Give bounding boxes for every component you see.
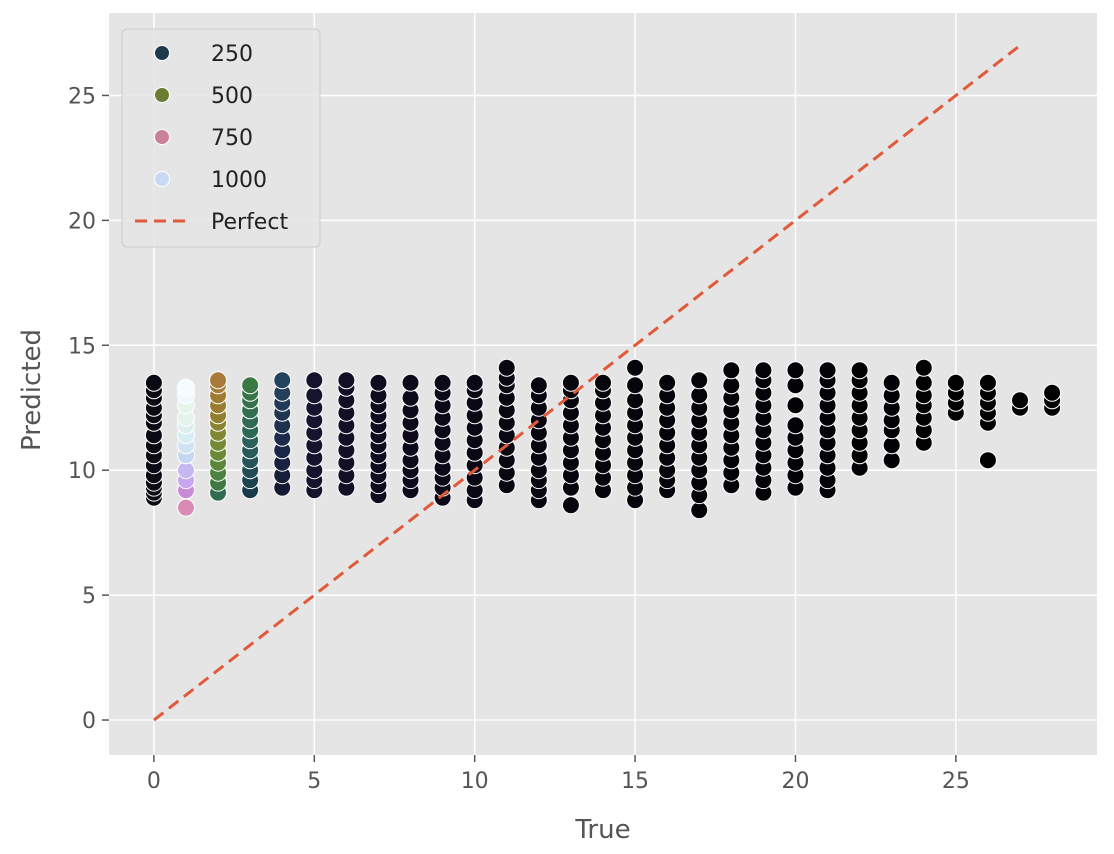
legend-marker xyxy=(154,171,170,187)
data-point xyxy=(690,501,709,520)
data-point xyxy=(722,361,741,380)
data-point xyxy=(209,371,228,390)
legend-marker xyxy=(154,87,170,103)
y-tick-label: 5 xyxy=(82,584,96,609)
legend-marker xyxy=(154,45,170,61)
data-point xyxy=(1011,391,1030,410)
legend-label: 1000 xyxy=(211,168,267,193)
data-point xyxy=(465,373,484,392)
legend: 250 500 750 1000 Perfect xyxy=(121,28,321,248)
x-tick-label: 10 xyxy=(461,769,489,794)
data-point xyxy=(241,376,260,395)
data-point xyxy=(176,498,195,517)
data-point xyxy=(176,461,195,480)
data-point xyxy=(305,386,324,405)
data-point xyxy=(1043,383,1062,402)
x-tick-label: 0 xyxy=(147,769,161,794)
data-point xyxy=(497,358,516,377)
data-point xyxy=(337,371,356,390)
data-point xyxy=(786,376,805,395)
y-tick-label: 20 xyxy=(68,209,96,234)
x-ticks: 0 5 10 15 20 25 xyxy=(147,755,970,794)
data-point xyxy=(978,373,997,392)
y-tick-label: 0 xyxy=(82,709,96,734)
data-point xyxy=(626,376,645,395)
legend-label: 750 xyxy=(211,126,253,151)
data-point xyxy=(401,373,420,392)
x-tick-label: 25 xyxy=(942,769,970,794)
data-point xyxy=(144,373,163,392)
data-point xyxy=(529,376,548,395)
data-point xyxy=(626,358,645,377)
perfect-line xyxy=(152,44,1021,722)
data-point xyxy=(273,371,292,390)
data-point xyxy=(176,378,195,397)
data-point xyxy=(754,361,773,380)
data-point xyxy=(561,373,580,392)
legend-marker xyxy=(154,129,170,145)
data-point xyxy=(786,396,805,415)
data-point xyxy=(978,451,997,470)
data-point xyxy=(882,373,901,392)
data-point xyxy=(914,358,933,377)
data-point xyxy=(882,436,901,455)
data-point xyxy=(946,373,965,392)
legend-label: 250 xyxy=(211,42,253,67)
y-tick-label: 25 xyxy=(68,84,96,109)
data-point xyxy=(626,391,645,410)
y-tick-label: 15 xyxy=(68,334,96,359)
data-point xyxy=(594,373,612,392)
x-tick-label: 20 xyxy=(781,769,809,794)
x-tick-label: 5 xyxy=(307,769,321,794)
data-point xyxy=(786,361,805,380)
data-point xyxy=(786,416,805,435)
x-axis-label: True xyxy=(574,815,630,845)
data-point xyxy=(690,386,709,405)
data-point xyxy=(722,376,741,395)
data-point xyxy=(818,361,837,380)
data-point xyxy=(305,371,324,390)
data-point xyxy=(882,451,901,470)
x-tick-label: 15 xyxy=(621,769,649,794)
legend-label: Perfect xyxy=(211,210,288,235)
scatter-points xyxy=(144,358,1062,520)
data-point xyxy=(561,496,580,515)
data-point xyxy=(850,361,869,380)
data-point xyxy=(658,373,677,392)
y-axis-label: Predicted xyxy=(17,329,47,451)
data-point xyxy=(369,373,388,392)
y-ticks: 0 5 10 15 20 25 xyxy=(68,84,109,734)
data-point xyxy=(401,388,420,407)
data-point xyxy=(433,373,452,392)
data-point xyxy=(914,373,933,392)
y-tick-label: 10 xyxy=(68,459,96,484)
legend-box xyxy=(121,28,321,248)
data-point xyxy=(690,371,709,390)
legend-label: 500 xyxy=(211,84,253,109)
